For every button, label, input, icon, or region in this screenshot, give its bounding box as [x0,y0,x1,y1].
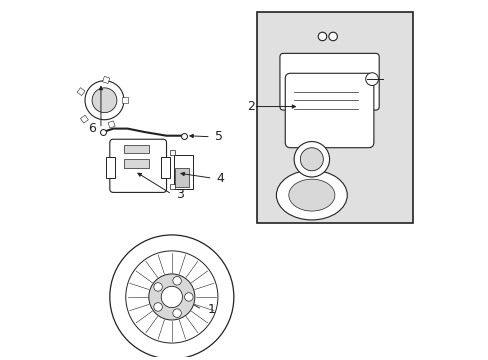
FancyBboxPatch shape [285,73,373,148]
Circle shape [365,73,378,86]
Circle shape [172,309,181,318]
Text: 6: 6 [87,122,96,135]
Text: 2: 2 [247,100,255,113]
Circle shape [184,293,193,301]
Circle shape [318,32,326,41]
FancyBboxPatch shape [110,139,166,192]
Text: 3: 3 [176,188,184,201]
Bar [161,157,170,178]
Bar [170,184,175,189]
Ellipse shape [300,148,323,171]
Bar [77,88,85,96]
Bar [80,115,88,123]
FancyBboxPatch shape [279,53,378,110]
Circle shape [85,81,124,120]
Text: 1: 1 [207,303,215,316]
Ellipse shape [288,179,334,211]
Circle shape [154,303,162,311]
Bar [122,98,128,103]
Text: 4: 4 [216,172,224,185]
Bar [108,121,115,128]
Circle shape [125,251,218,343]
Circle shape [328,32,337,41]
Bar [102,76,109,84]
Bar [124,159,148,168]
Circle shape [172,276,181,285]
Bar [174,168,188,187]
Circle shape [154,283,162,291]
Bar [256,12,412,222]
Text: 5: 5 [215,130,223,143]
Bar [173,155,193,189]
Circle shape [92,88,117,113]
Bar [170,150,175,155]
Ellipse shape [276,170,346,220]
Bar [124,145,148,153]
Ellipse shape [293,141,329,177]
Circle shape [148,274,195,320]
Circle shape [110,235,233,359]
Bar [106,157,115,178]
Circle shape [161,286,182,307]
